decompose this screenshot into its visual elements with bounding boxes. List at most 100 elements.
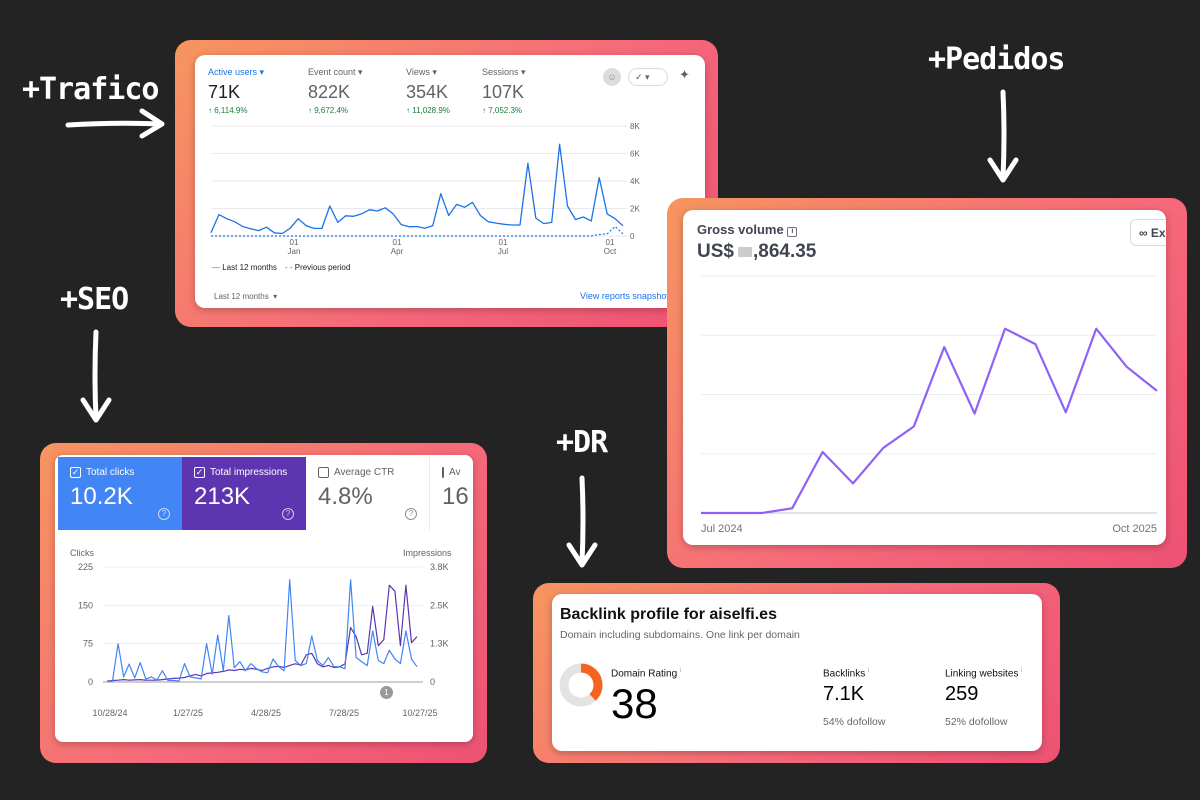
right-axis-title: Impressions bbox=[403, 548, 452, 558]
x-tick-label: 1/27/25 bbox=[173, 708, 203, 718]
backlinks-label: Backlinks i bbox=[823, 668, 870, 680]
x-tick-day: 01 bbox=[499, 238, 508, 247]
check-circle-icon[interactable]: ✓ ▾ bbox=[628, 68, 668, 86]
metric-change: 7,052.3% bbox=[488, 106, 523, 115]
ahrefs-card: Backlink profile for aiselfi.es Domain i… bbox=[552, 594, 1042, 751]
help-icon[interactable]: ? bbox=[282, 508, 294, 520]
metric-change: 11,028.9% bbox=[412, 106, 450, 115]
backlink-subtitle: Domain including subdomains. One link pe… bbox=[560, 629, 800, 641]
legend-previous: - - Previous period bbox=[284, 263, 351, 272]
left-tick-label: 0 bbox=[88, 677, 93, 687]
info-icon: i bbox=[868, 668, 870, 674]
linking-value[interactable]: 259 bbox=[945, 683, 979, 705]
x-tick-month: Jan bbox=[288, 247, 301, 256]
checkbox-checked-icon: ✓ bbox=[194, 467, 205, 478]
redacted-block bbox=[737, 247, 752, 257]
date-range-dropdown[interactable]: Last 12 months ▾ bbox=[214, 292, 278, 301]
x-tick-month: Jul bbox=[498, 247, 508, 256]
series-last-12-months bbox=[210, 143, 624, 235]
binoculars-icon: ∞ bbox=[1139, 226, 1148, 240]
dr-label: Domain Rating i bbox=[611, 668, 682, 680]
domain-rating-donut bbox=[559, 663, 603, 707]
metric-event-count[interactable]: Event count ▾ 822K ↑ 9,672.4% bbox=[308, 67, 363, 115]
explore-button[interactable]: ∞ Ex bbox=[1130, 219, 1166, 246]
annotation-seo: +SEO bbox=[60, 282, 129, 317]
checkbox-icon bbox=[442, 467, 444, 478]
dr-value: 38 bbox=[611, 680, 658, 727]
series-previous-period bbox=[211, 225, 624, 237]
annotation-dr: +DR bbox=[556, 425, 608, 460]
gross-volume-value: US$ ,864.35 bbox=[697, 241, 817, 262]
donut-fill bbox=[559, 663, 603, 707]
x-tick-day: 01 bbox=[606, 238, 615, 247]
y-tick-label: 2K bbox=[630, 205, 640, 214]
right-tick-label: 0 bbox=[430, 677, 435, 687]
x-tick-label: Oct 2025 bbox=[1112, 523, 1157, 535]
x-tick-label: 4/28/25 bbox=[251, 708, 281, 718]
info-icon: i bbox=[1021, 668, 1023, 674]
gross-volume-chart: Jul 2024 Oct 2025 bbox=[701, 275, 1158, 535]
x-tick-label: Jul 2024 bbox=[701, 523, 743, 535]
metric-change: 6,114.9% bbox=[214, 106, 248, 115]
x-tick-label: 7/28/25 bbox=[329, 708, 359, 718]
metric-label: Active users bbox=[208, 67, 258, 77]
checkbox-icon bbox=[318, 467, 329, 478]
tile-value: 4.8% bbox=[318, 483, 373, 510]
backlinks-value[interactable]: 7.1K bbox=[823, 683, 865, 705]
left-tick-label: 225 bbox=[78, 562, 93, 572]
metric-label: Sessions bbox=[482, 67, 519, 77]
help-icon[interactable]: ? bbox=[158, 508, 170, 520]
y-tick-label: 6K bbox=[630, 150, 640, 159]
annotation-orders: +Pedidos bbox=[928, 42, 1065, 77]
legend-current: — Last 12 months bbox=[212, 263, 277, 272]
backlink-title: Backlink profile for aiselfi.es bbox=[560, 606, 777, 623]
right-tick-label: 2.5K bbox=[430, 600, 449, 610]
metric-value: 71K bbox=[208, 82, 241, 102]
gsc-card: ✓ Total clicks 10.2K ? ✓ Total impressions… bbox=[55, 455, 473, 742]
x-tick-month: Apr bbox=[391, 247, 404, 256]
x-tick-day: 01 bbox=[290, 238, 299, 247]
metric-label: Views bbox=[406, 67, 430, 77]
help-icon[interactable]: ? bbox=[405, 508, 417, 520]
checkbox-checked-icon: ✓ bbox=[70, 467, 81, 478]
arrow-right-icon bbox=[65, 108, 165, 139]
sparkle-icon[interactable]: ✦ bbox=[679, 67, 690, 82]
arrow-down-icon bbox=[987, 89, 1019, 183]
tile-total-impressions[interactable]: ✓ Total impressions 213K ? bbox=[182, 457, 306, 530]
right-tick-label: 3.8K bbox=[430, 562, 449, 572]
tile-value: 10.2K bbox=[70, 483, 133, 510]
metric-sessions[interactable]: Sessions ▾ 107K ↑ 7,052.3% bbox=[482, 67, 526, 115]
left-tick-label: 150 bbox=[78, 600, 93, 610]
metric-value: 354K bbox=[406, 82, 449, 102]
tile-total-clicks[interactable]: ✓ Total clicks 10.2K ? bbox=[58, 457, 182, 530]
annotation-marker[interactable]: 1 bbox=[380, 686, 393, 699]
x-tick-label: 10/28/24 bbox=[92, 708, 127, 718]
tile-average-position[interactable]: Av 16 bbox=[430, 457, 470, 530]
series-impressions bbox=[106, 584, 418, 682]
tile-average-ctr[interactable]: Average CTR 4.8% ? bbox=[306, 457, 430, 530]
series-clicks bbox=[106, 579, 418, 683]
metric-active-users[interactable]: Active users ▾ 71K ↑ 6,114.9% bbox=[208, 67, 265, 115]
info-icon: i bbox=[679, 668, 682, 674]
x-tick-label: 10/27/25 bbox=[402, 708, 437, 718]
arrow-down-icon bbox=[566, 475, 598, 568]
chart-legend: — Last 12 months - - Previous period bbox=[212, 263, 350, 272]
arrow-down-icon bbox=[80, 329, 112, 423]
right-tick-label: 1.3K bbox=[430, 639, 449, 649]
y-tick-label: 4K bbox=[630, 177, 640, 186]
backlinks-dofollow: 54% dofollow bbox=[823, 716, 886, 728]
metric-views[interactable]: Views ▾ 354K ↑ 11,028.9% bbox=[406, 67, 450, 115]
x-tick-day: 01 bbox=[393, 238, 402, 247]
analytics-card: Active users ▾ 71K ↑ 6,114.9% Event coun… bbox=[195, 55, 705, 308]
view-reports-link[interactable]: View reports snapshot bbox=[580, 291, 669, 301]
info-icon[interactable]: i bbox=[787, 227, 798, 237]
tile-value: 213K bbox=[194, 483, 251, 510]
series-gross-volume bbox=[701, 327, 1158, 515]
left-tick-label: 75 bbox=[83, 639, 93, 649]
y-tick-label: 0 bbox=[630, 232, 635, 241]
linking-dofollow: 52% dofollow bbox=[945, 716, 1008, 728]
y-tick-label: 8K bbox=[630, 122, 640, 131]
comparison-avatar-icon[interactable]: ☺ bbox=[603, 68, 621, 86]
